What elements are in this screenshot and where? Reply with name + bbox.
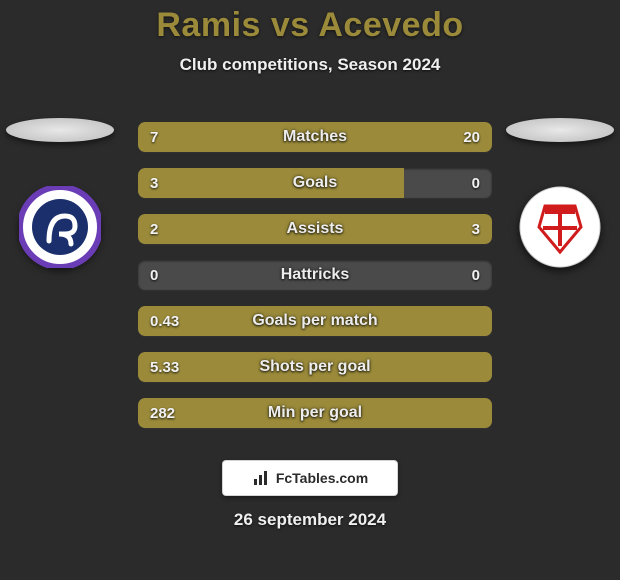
brand-logo-icon xyxy=(252,469,270,487)
crest-right-icon xyxy=(519,186,601,268)
stat-fill-left xyxy=(138,168,404,198)
stat-row: Shots per goal5.33 xyxy=(138,352,492,382)
player-left-crest xyxy=(19,186,101,268)
brand-card[interactable]: FcTables.com xyxy=(222,460,398,496)
stat-label: Hattricks xyxy=(138,260,492,290)
player-left-column xyxy=(0,118,120,268)
date-text: 26 september 2024 xyxy=(0,510,620,530)
stat-row: Matches720 xyxy=(138,122,492,152)
stat-fill-left xyxy=(138,352,492,382)
page-title: Ramis vs Acevedo xyxy=(0,6,620,45)
player-right-photo-placeholder xyxy=(506,118,614,142)
stat-row: Min per goal282 xyxy=(138,398,492,428)
stat-fill-left xyxy=(138,306,492,336)
player-right-crest xyxy=(519,186,601,268)
stat-row: Goals per match0.43 xyxy=(138,306,492,336)
stat-value-left: 0 xyxy=(150,260,158,290)
stat-fill-left xyxy=(138,398,492,428)
stat-value-right: 0 xyxy=(472,260,480,290)
brand-text: FcTables.com xyxy=(276,470,368,486)
stat-fill-left xyxy=(138,214,280,244)
player-right-column xyxy=(500,118,620,268)
stat-fill-right xyxy=(230,122,492,152)
stat-value-right: 0 xyxy=(472,168,480,198)
stat-fill-right xyxy=(280,214,492,244)
stat-row: Hattricks0 0 xyxy=(138,260,492,290)
crest-left-icon xyxy=(19,186,101,268)
stat-bars: Matches720Goals30Assists23Hattricks00Goa… xyxy=(138,122,492,444)
stat-row: Assists23 xyxy=(138,214,492,244)
subtitle: Club competitions, Season 2024 xyxy=(0,55,620,75)
stat-fill-left xyxy=(138,122,230,152)
player-left-photo-placeholder xyxy=(6,118,114,142)
stat-row: Goals30 xyxy=(138,168,492,198)
